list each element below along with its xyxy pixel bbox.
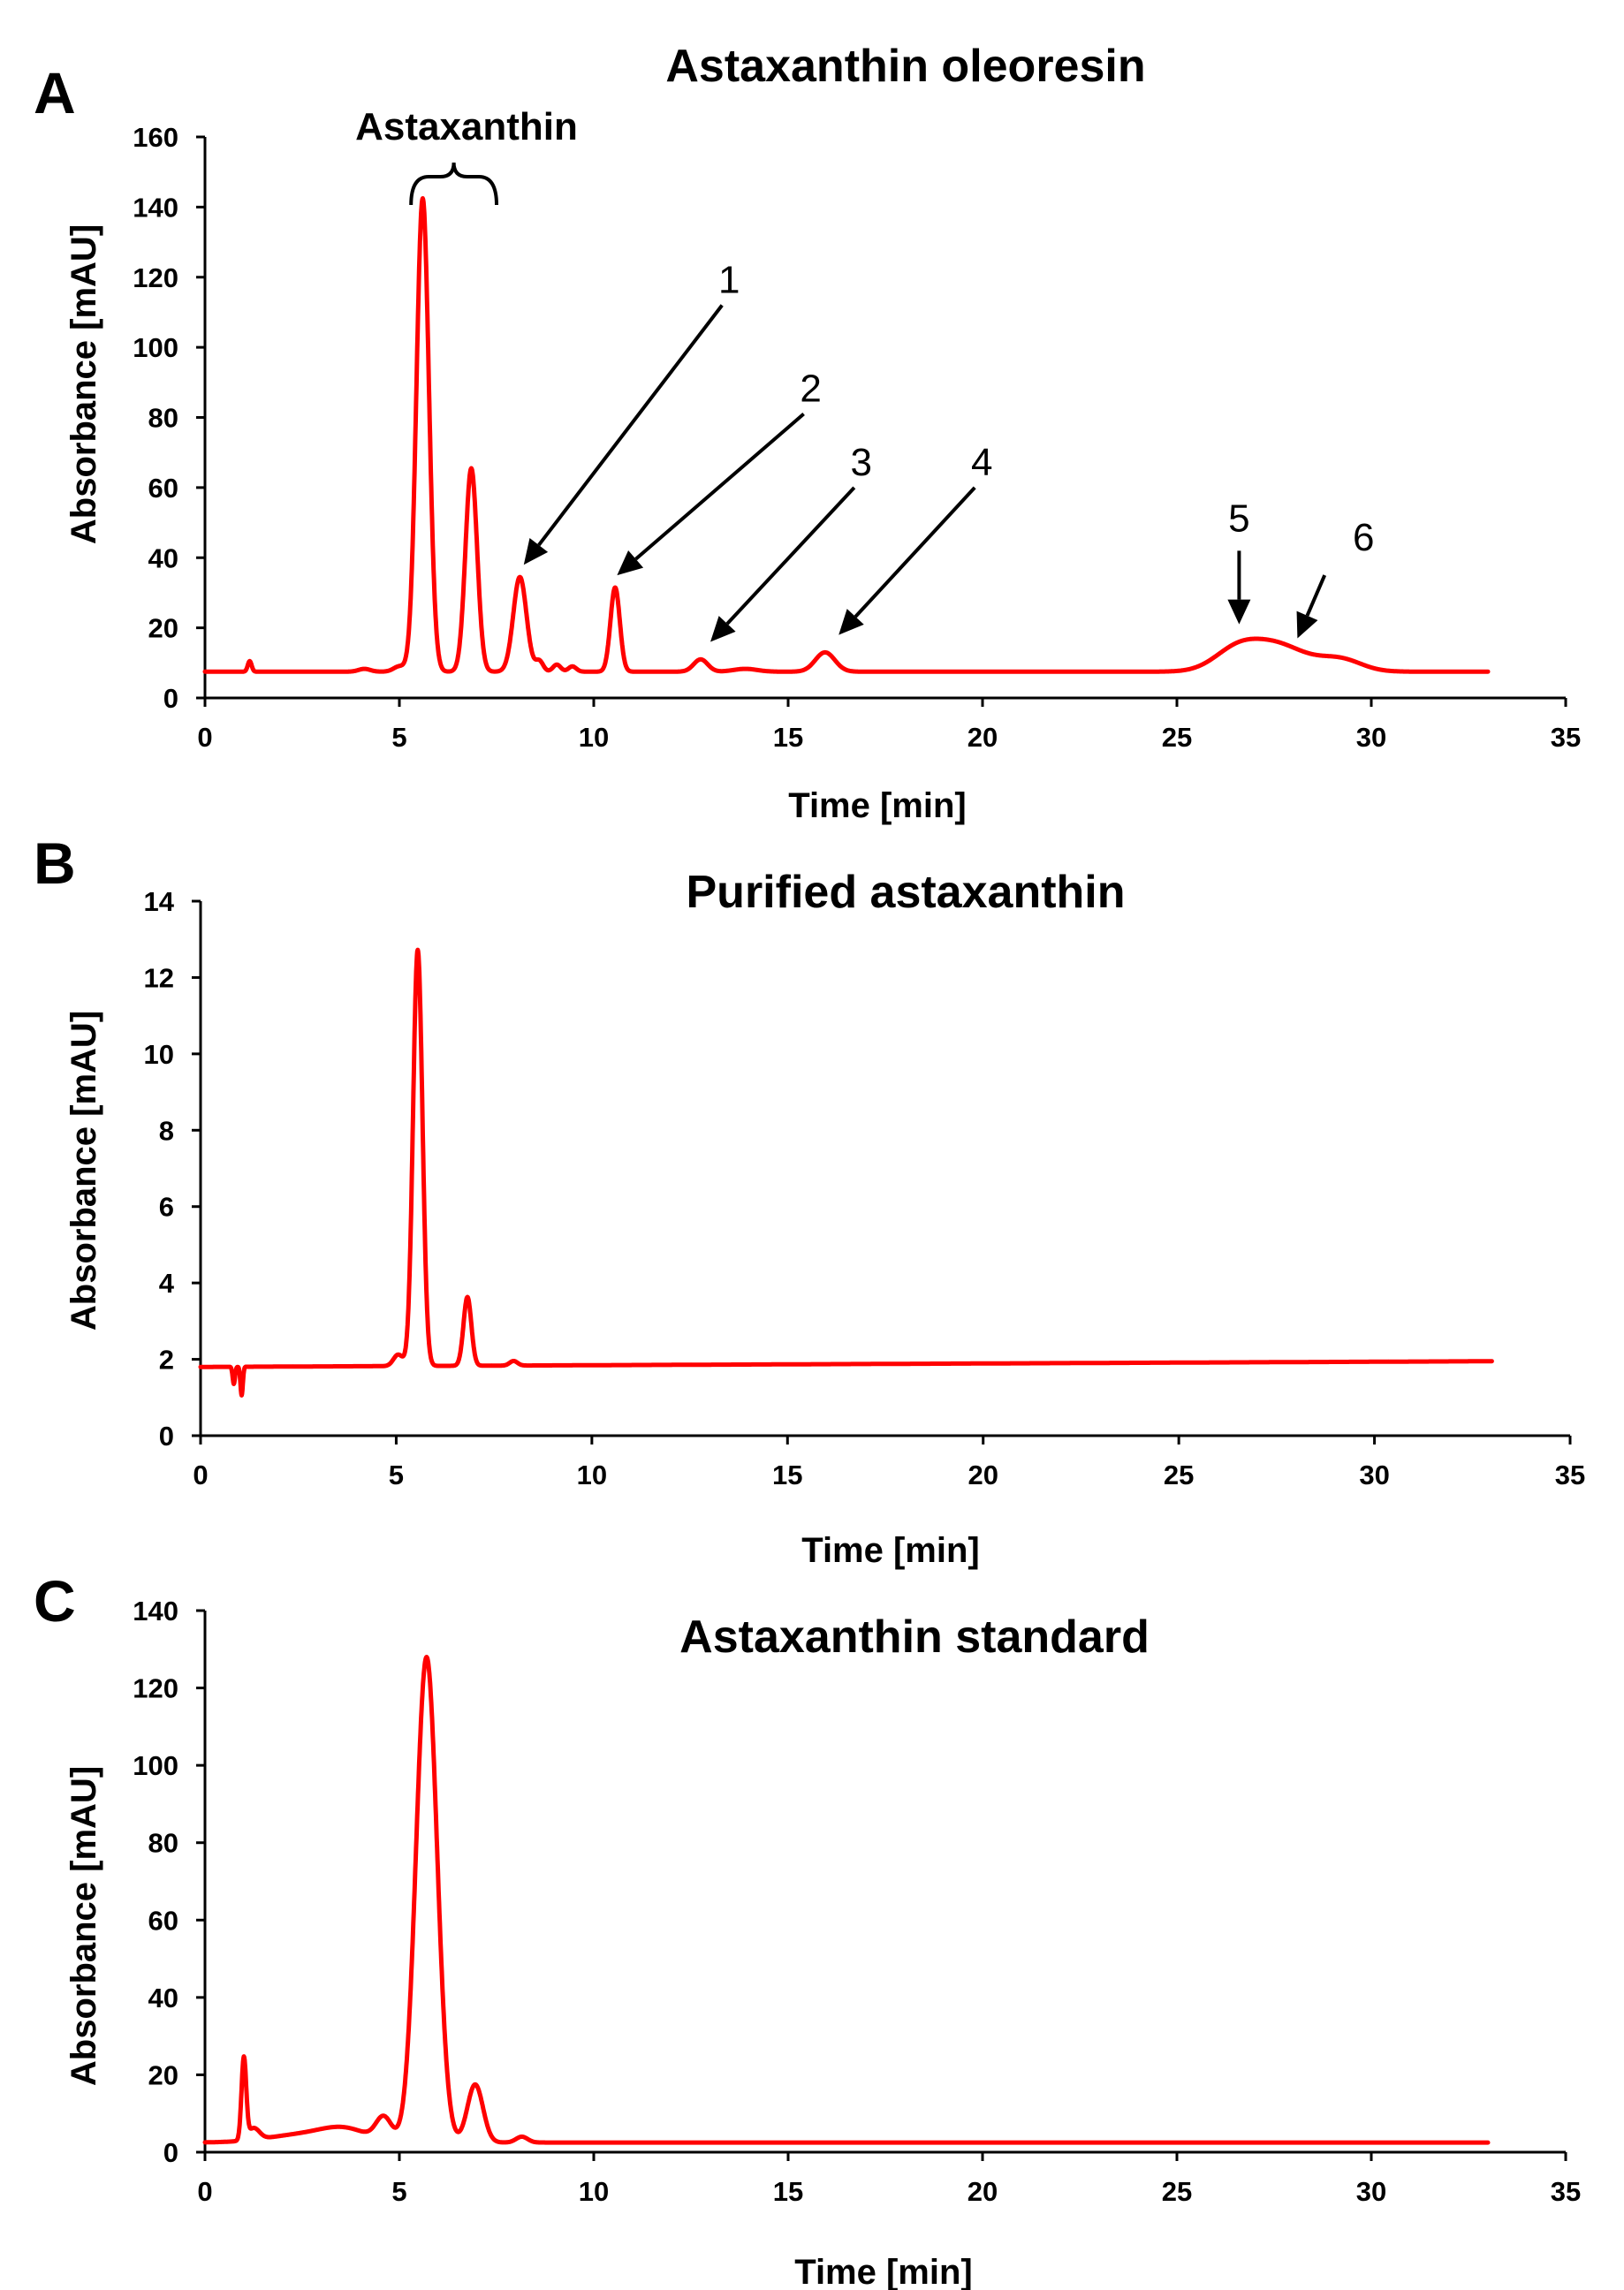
x-tick-label: 15 — [772, 1460, 802, 1490]
y-tick-label: 0 — [159, 1421, 174, 1452]
y-tick-label: 120 — [133, 262, 178, 293]
y-tick-label: 60 — [148, 1905, 178, 1936]
y-tick-label: 0 — [163, 2137, 178, 2168]
panel-a-x-ticks: 0 5 10 15 20 25 30 35 — [197, 698, 1581, 753]
x-tick-label: 20 — [968, 2176, 998, 2207]
panel-c-title: Astaxanthin standard — [679, 1611, 1150, 1663]
panel-a-y-ticks: 0 20 40 60 80 100 120 140 160 — [133, 122, 205, 714]
annotation-arrowhead-2 — [617, 550, 644, 576]
panel-b-chart: B Purified astaxanthin Absorbance [mAU] … — [34, 830, 1585, 1570]
annotation-arrow-6 — [1305, 574, 1327, 617]
x-tick-label: 25 — [1162, 2176, 1192, 2207]
panel-a-trace — [202, 196, 1491, 674]
x-tick-label: 35 — [1555, 1460, 1585, 1490]
x-tick-label: 15 — [773, 722, 803, 753]
panel-a-letter: A — [34, 60, 76, 125]
panel-b-y-ticks: 0 2 4 6 8 10 12 14 — [144, 886, 201, 1452]
x-tick-label: 10 — [579, 2176, 609, 2207]
annotation-label-5: 5 — [1228, 497, 1249, 540]
annotation-arrowhead-4 — [839, 609, 864, 635]
panel-b-x-axis-label: Time [min] — [801, 1531, 980, 1570]
annotation-arrow-3 — [725, 486, 856, 626]
annotation-label-1: 1 — [718, 259, 740, 302]
panel-a-astaxanthin-label: Astaxanthin — [355, 105, 578, 148]
panel-c-chart: C Astaxanthin standard Absorbance [mAU] … — [34, 1568, 1581, 2290]
x-tick-label: 25 — [1162, 722, 1192, 753]
panel-c-x-axis-label: Time [min] — [794, 2253, 973, 2290]
panel-a-chart: A Astaxanthin oleoresin Absorbance [mAU]… — [34, 41, 1581, 825]
annotation-arrow-2 — [634, 413, 805, 561]
annotation-arrow-1 — [537, 304, 724, 547]
y-tick-label: 2 — [159, 1345, 174, 1376]
y-tick-label: 4 — [159, 1268, 175, 1299]
y-tick-label: 20 — [148, 2059, 178, 2090]
y-tick-label: 100 — [133, 1750, 178, 1781]
x-tick-label: 10 — [579, 722, 609, 753]
annotation-label-6: 6 — [1353, 516, 1374, 559]
panel-c-x-ticks: 0 5 10 15 20 25 30 35 — [197, 2152, 1581, 2207]
y-tick-label: 40 — [148, 1983, 178, 2013]
panel-a-bracket-shape — [409, 162, 498, 206]
x-tick-label: 5 — [391, 2176, 406, 2207]
annotation-arrowhead-3 — [710, 616, 736, 642]
y-tick-label: 140 — [133, 1596, 178, 1627]
annotation-arrow-4 — [854, 486, 976, 618]
annotation-label-4: 4 — [971, 441, 992, 484]
x-tick-label: 10 — [577, 1460, 607, 1490]
x-tick-label: 30 — [1356, 2176, 1386, 2207]
panel-b-y-axis-label: Absorbance [mAU] — [65, 1011, 103, 1331]
y-tick-label: 80 — [148, 403, 178, 434]
x-tick-label: 35 — [1551, 722, 1581, 753]
panel-c-y-axis-label: Absorbance [mAU] — [65, 1766, 103, 2086]
panel-a-astaxanthin-bracket: Astaxanthin — [355, 105, 578, 206]
panel-b-axes — [199, 901, 1570, 1437]
panel-b-x-ticks: 0 5 10 15 20 25 30 35 — [193, 1436, 1585, 1490]
panel-a-x-axis-label: Time [min] — [788, 786, 967, 825]
y-tick-label: 120 — [133, 1673, 178, 1704]
y-tick-label: 100 — [133, 332, 178, 363]
annotation-label-2: 2 — [800, 368, 821, 411]
annotation-arrowhead-1 — [523, 538, 549, 565]
y-tick-label: 6 — [159, 1192, 174, 1223]
panel-b-title: Purified astaxanthin — [687, 867, 1126, 918]
annotation-arrowhead-5 — [1227, 599, 1251, 625]
y-tick-label: 0 — [163, 683, 178, 714]
x-tick-label: 30 — [1356, 722, 1386, 753]
x-tick-label: 20 — [968, 1460, 998, 1490]
x-tick-label: 30 — [1359, 1460, 1389, 1490]
panel-b-letter: B — [34, 830, 76, 896]
y-tick-label: 20 — [148, 613, 178, 644]
y-tick-label: 8 — [159, 1115, 174, 1146]
panel-a-y-axis-label: Absorbance [mAU] — [65, 224, 103, 544]
panel-b-trace — [198, 947, 1494, 1398]
x-tick-label: 35 — [1551, 2176, 1581, 2207]
y-tick-label: 60 — [148, 473, 178, 504]
y-tick-label: 40 — [148, 542, 178, 573]
panel-a-title: Astaxanthin oleoresin — [665, 41, 1145, 92]
x-tick-label: 5 — [391, 722, 406, 753]
x-tick-label: 0 — [197, 2176, 212, 2207]
y-tick-label: 80 — [148, 1828, 178, 1859]
annotation-arrowhead-6 — [1296, 610, 1318, 639]
panel-a-annotations: 123 45 6 — [523, 259, 1374, 642]
x-tick-label: 25 — [1164, 1460, 1194, 1490]
y-tick-label: 10 — [144, 1039, 174, 1070]
x-tick-label: 5 — [389, 1460, 404, 1490]
y-tick-label: 160 — [133, 122, 178, 153]
panel-c-axes — [203, 1611, 1566, 2154]
x-tick-label: 0 — [197, 722, 212, 753]
panel-c-letter: C — [34, 1568, 76, 1634]
y-tick-label: 140 — [133, 192, 178, 223]
annotation-label-3: 3 — [851, 441, 872, 484]
y-tick-label: 14 — [144, 886, 175, 917]
x-tick-label: 20 — [968, 722, 998, 753]
panel-c-trace — [202, 1655, 1491, 2145]
x-tick-label: 15 — [773, 2176, 803, 2207]
panel-c-y-ticks: 0 20 40 60 80 100 120 140 — [133, 1596, 205, 2168]
y-tick-label: 12 — [144, 962, 174, 993]
x-tick-label: 0 — [193, 1460, 208, 1490]
